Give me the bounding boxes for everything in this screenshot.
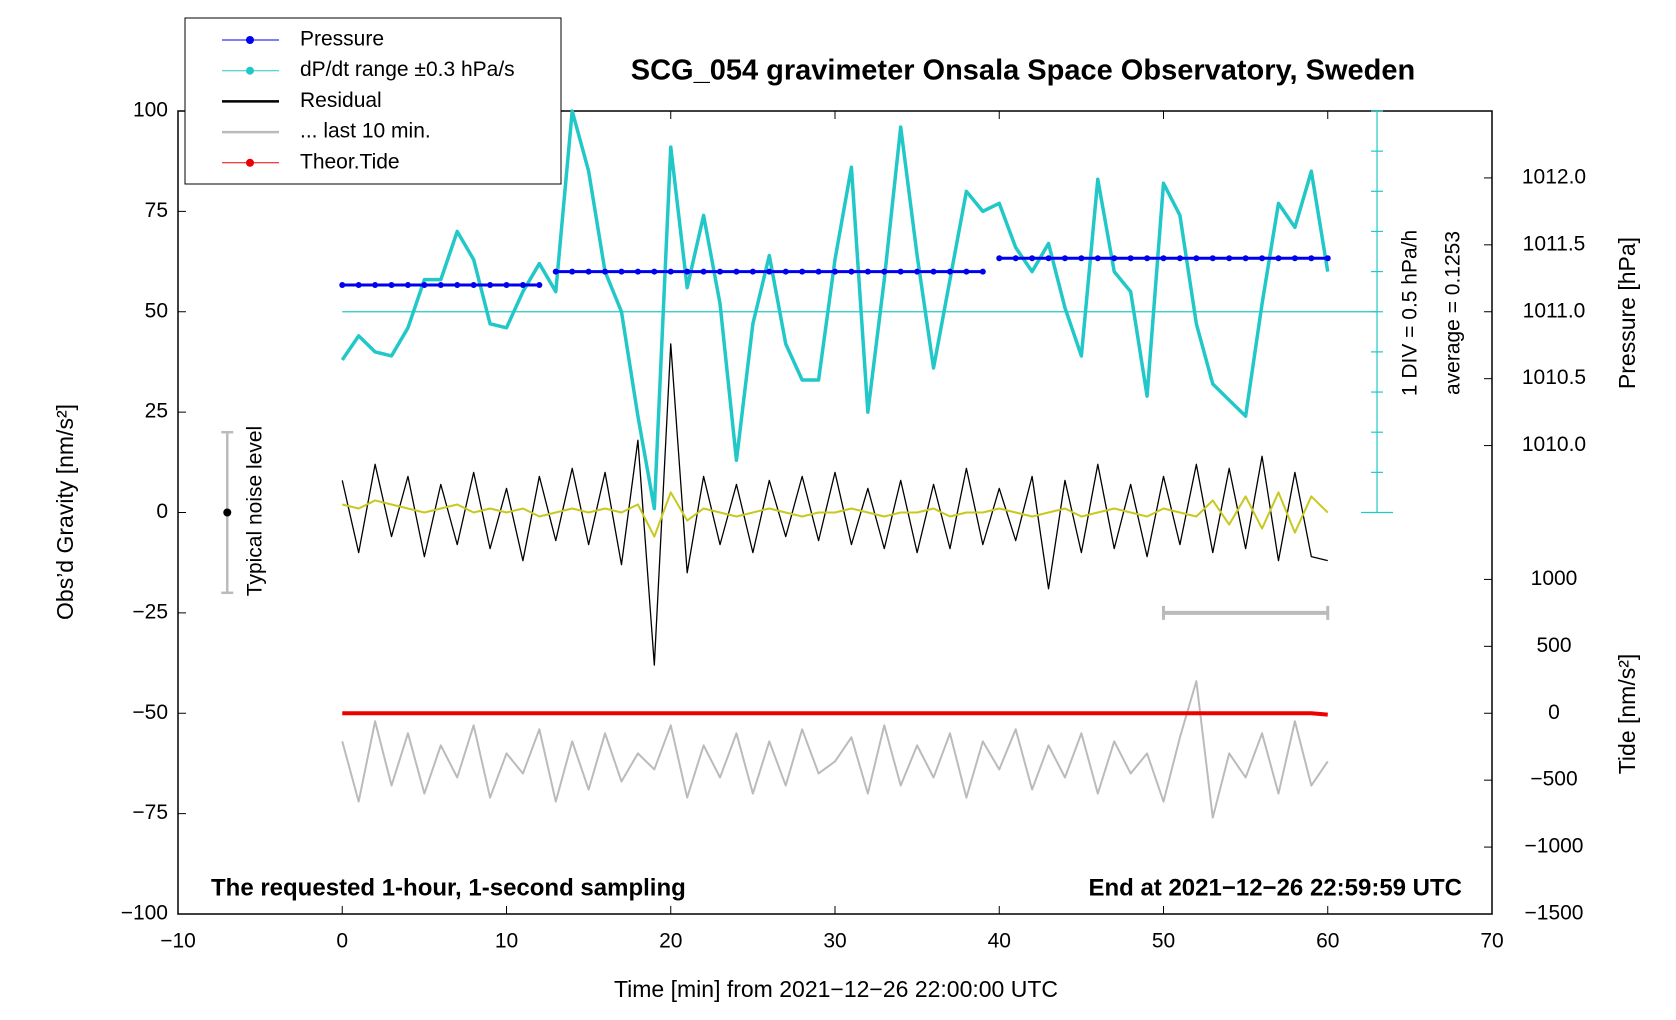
y3-tick-label: −1000 xyxy=(1525,835,1584,858)
series-line xyxy=(342,711,1328,717)
y3-tick-label: 0 xyxy=(1548,701,1560,724)
x-tick-label: 40 xyxy=(988,930,1011,953)
y2-tick-label: 1011.0 xyxy=(1523,299,1586,322)
series-point xyxy=(979,268,986,275)
x-tick-label: 0 xyxy=(336,930,348,953)
y2-axis-label: Pressure [hPa] xyxy=(1614,237,1640,389)
series-line xyxy=(342,491,1329,538)
series-line xyxy=(341,343,1328,666)
legend-label: ... last 10 min. xyxy=(300,120,431,143)
series-line xyxy=(340,109,1330,511)
annotation: The requested 1-hour, 1-second sampling xyxy=(211,874,686,901)
series-point xyxy=(1324,255,1331,262)
x-tick-label: 50 xyxy=(1152,930,1175,953)
chart-title: SCG_054 gravimeter Onsala Space Observat… xyxy=(631,55,1415,87)
x-tick-label: 30 xyxy=(823,930,846,953)
y2-tick-label: 1010.0 xyxy=(1522,433,1586,456)
y2-tick-label: 1011.5 xyxy=(1523,232,1586,255)
y-tick-label: 75 xyxy=(145,199,168,222)
x-tick-label: −10 xyxy=(160,930,196,953)
legend-label: dP/dt range ±0.3 hPa/s xyxy=(300,58,515,81)
y3-tick-label: 1000 xyxy=(1531,567,1578,590)
series-line xyxy=(341,680,1329,819)
x-tick-label: 60 xyxy=(1316,930,1339,953)
legend-marker xyxy=(246,36,254,44)
legend-label: Theor.Tide xyxy=(300,150,400,173)
y-tick-label: −100 xyxy=(121,902,168,925)
y-tick-label: 0 xyxy=(156,500,168,523)
annotation: End at 2021−12−26 22:59:59 UTC xyxy=(1088,874,1462,901)
y-tick-label: −75 xyxy=(132,801,168,824)
legend-label: Residual xyxy=(300,89,382,112)
annotation: average = 0.1253 xyxy=(1442,231,1465,395)
y3-tick-label: −500 xyxy=(1530,768,1577,791)
y-tick-label: −25 xyxy=(132,600,168,623)
noise-center xyxy=(223,508,232,517)
x-axis-label: Time [min] from 2021−12−26 22:00:00 UTC xyxy=(614,976,1058,1002)
y-tick-label: 25 xyxy=(145,400,168,423)
y-axis-label: Obs’d Gravity [nm/s²] xyxy=(52,404,78,620)
legend-marker xyxy=(246,158,254,167)
y-tick-label: 100 xyxy=(133,99,168,122)
legend-marker xyxy=(246,66,254,75)
y-tick-label: 50 xyxy=(145,299,168,322)
y3-tick-label: −1500 xyxy=(1525,902,1584,925)
series-point xyxy=(536,281,543,288)
annotation: Typical noise level xyxy=(244,426,267,596)
annotation: 1 DIV = 0.5 hPa/h xyxy=(1399,230,1422,396)
y3-axis-label: Tide [nm/s²] xyxy=(1614,654,1640,775)
y3-tick-label: 500 xyxy=(1536,634,1571,657)
y-tick-label: −50 xyxy=(132,701,168,724)
y2-tick-label: 1010.5 xyxy=(1522,366,1586,389)
x-tick-label: 20 xyxy=(659,930,682,953)
legend: Pressure dP/dt range ±0.3 hPa/s Residual..… xyxy=(184,17,562,185)
legend-label: Pressure xyxy=(300,28,384,51)
x-tick-label: 70 xyxy=(1480,930,1503,953)
x-tick-label: 10 xyxy=(495,930,518,953)
y2-tick-label: 1012.0 xyxy=(1522,165,1586,188)
